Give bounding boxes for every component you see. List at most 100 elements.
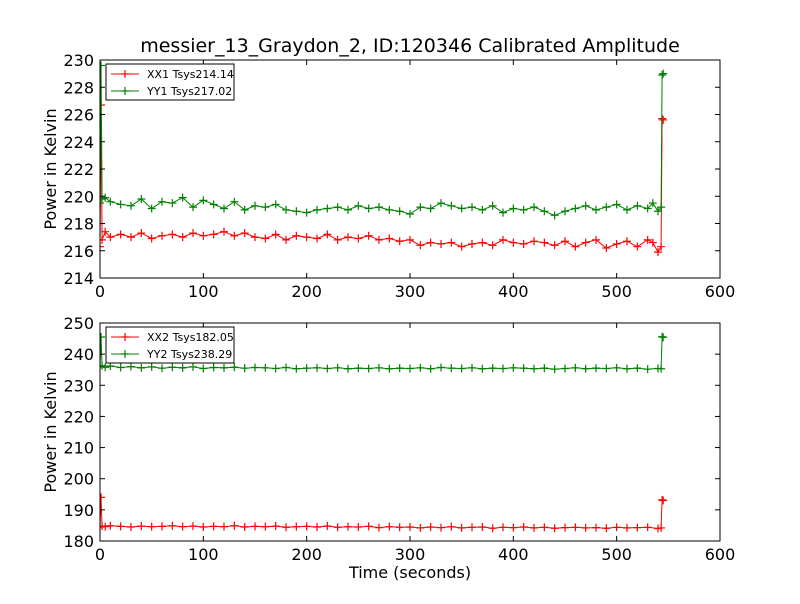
data-point — [101, 522, 110, 531]
y-axis-label: Power in Kelvin — [41, 371, 60, 492]
data-point — [602, 244, 611, 253]
data-point — [530, 523, 538, 532]
data-point — [447, 201, 456, 210]
data-point — [220, 363, 228, 372]
data-point — [437, 199, 445, 208]
data-point — [395, 237, 404, 246]
data-point — [385, 234, 394, 243]
data-point — [540, 364, 549, 373]
data-point — [344, 205, 352, 214]
data-point — [251, 363, 259, 372]
data-point — [344, 522, 352, 531]
data-point — [261, 522, 270, 531]
data-point — [100, 493, 106, 502]
data-point — [127, 522, 135, 531]
series-yy1-tsys217-02 — [100, 61, 668, 220]
x-tick-label: 200 — [291, 545, 322, 564]
data-point — [116, 522, 125, 531]
data-point — [333, 523, 342, 532]
data-point — [147, 522, 156, 531]
data-point — [530, 364, 538, 373]
data-point — [602, 364, 611, 373]
data-point — [457, 523, 466, 532]
data-point — [282, 363, 290, 372]
data-point — [395, 364, 404, 373]
data-point — [333, 235, 342, 244]
data-point — [158, 197, 166, 206]
data-point — [581, 238, 590, 247]
data-point — [100, 61, 106, 70]
x-tick-label: 600 — [705, 545, 736, 564]
data-point — [230, 197, 239, 206]
data-point — [220, 204, 228, 213]
bottom-panel: 0 100 200 300 400 500 600 180 190 200 210 220 230 240… — [41, 314, 735, 582]
data-point — [106, 197, 115, 206]
data-point — [116, 200, 125, 209]
data-point — [540, 207, 549, 216]
data-point — [333, 363, 342, 372]
data-point — [323, 204, 332, 213]
x-tick-label: 200 — [291, 282, 322, 301]
x-tick-label: 300 — [395, 282, 426, 301]
series-xx2-tsys182-05 — [100, 493, 668, 533]
data-point — [657, 242, 666, 251]
data-point — [602, 524, 611, 533]
data-point — [385, 205, 394, 214]
x-tick-label: 600 — [705, 282, 736, 301]
data-point — [292, 364, 301, 373]
data-point — [282, 523, 290, 532]
data-point — [302, 208, 311, 217]
x-tick-label: 500 — [601, 545, 632, 564]
data-point — [209, 230, 218, 239]
data-point — [499, 208, 507, 217]
data-point — [189, 203, 197, 212]
top-panel: 0 100 200 300 400 500 600 214 216 218 220 222 224 226… — [41, 51, 735, 301]
data-point — [550, 241, 559, 250]
data-point — [333, 203, 342, 212]
data-point — [106, 521, 115, 530]
data-point — [633, 364, 642, 373]
data-point — [499, 235, 507, 244]
data-point — [648, 199, 657, 208]
data-point — [658, 495, 667, 504]
data-point — [571, 523, 580, 532]
y-tick-label: 228 — [63, 78, 94, 97]
data-point — [292, 231, 301, 240]
data-point — [550, 524, 559, 533]
y-tick-label: 180 — [63, 532, 94, 551]
data-point — [199, 196, 208, 205]
y-tick-label: 224 — [63, 133, 94, 152]
data-point — [209, 522, 218, 531]
data-point — [189, 522, 197, 531]
data-point — [354, 234, 363, 243]
y-axis-label: Power in Kelvin — [41, 108, 60, 229]
data-point — [209, 200, 218, 209]
legend-label: XX1 Tsys214.14 — [147, 68, 234, 81]
data-point — [416, 363, 425, 372]
data-point — [612, 363, 621, 372]
data-point — [220, 522, 228, 531]
legend: XX2 Tsys182.05 YY2 Tsys238.29 — [105, 326, 235, 364]
data-point — [240, 364, 249, 373]
data-point — [426, 522, 435, 531]
data-point — [437, 239, 445, 248]
data-point — [147, 234, 156, 243]
data-point — [643, 365, 652, 374]
data-point — [178, 522, 187, 531]
data-point — [240, 229, 249, 238]
data-point — [488, 364, 497, 373]
data-point — [313, 522, 321, 531]
data-point — [561, 237, 569, 246]
data-point — [395, 207, 404, 216]
data-point — [519, 205, 528, 214]
data-point — [344, 233, 352, 242]
data-point — [354, 201, 363, 210]
data-point — [209, 363, 218, 372]
data-point — [230, 521, 239, 530]
data-point — [561, 207, 569, 216]
y-tick-label: 210 — [63, 439, 94, 458]
legend-label: YY1 Tsys217.02 — [146, 85, 232, 98]
data-point — [106, 233, 115, 242]
data-point — [375, 203, 383, 212]
